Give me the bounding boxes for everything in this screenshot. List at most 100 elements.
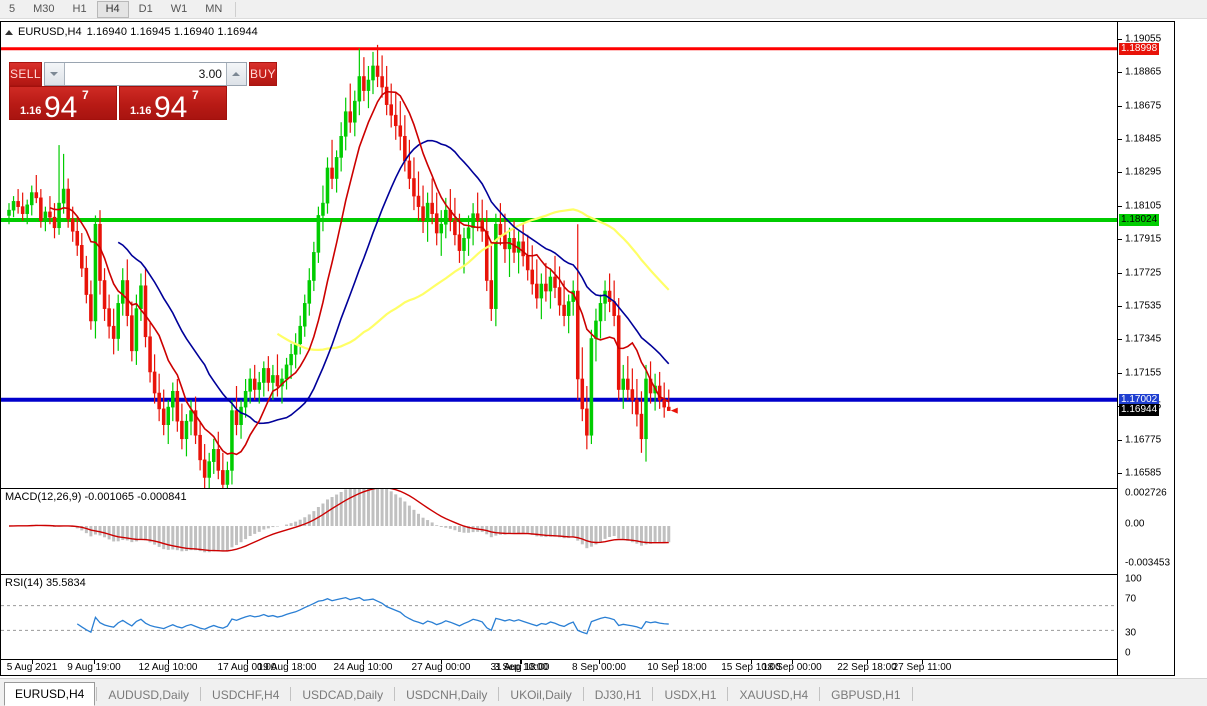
- buy-button[interactable]: BUY: [248, 62, 277, 86]
- buy-price-tile[interactable]: 1.16 94 7: [119, 86, 227, 120]
- rsi-axis-label: 0: [1125, 647, 1131, 659]
- timeframe-button-5[interactable]: 5: [9, 2, 16, 15]
- buy-price-prefix: 1.16: [130, 105, 152, 117]
- sell-price-fraction: 7: [82, 88, 89, 102]
- rsi-canvas: [1, 596, 1118, 635]
- sell-button[interactable]: SELL: [9, 62, 42, 86]
- time-axis-label: 5 Aug 2021: [6, 662, 58, 673]
- time-tick: [867, 660, 868, 664]
- timeframe-button-w1[interactable]: W1: [170, 2, 188, 15]
- price-badge-last-price: 1.16944: [1119, 403, 1160, 416]
- buy-price-big: 94: [154, 91, 188, 120]
- volume-stepper[interactable]: [43, 62, 247, 86]
- volume-input[interactable]: [64, 63, 226, 85]
- tab-divider: [727, 687, 729, 701]
- chart-tab-gbpusd-h1[interactable]: GBPUSD,H1: [831, 688, 901, 702]
- sell-price-tile[interactable]: 1.16 94 7: [9, 86, 117, 120]
- price-tick: [1118, 38, 1122, 40]
- price-pane[interactable]: [1, 22, 1174, 488]
- candlestick-canvas: [1, 44, 1118, 488]
- time-axis-label: 31 Aug 18:00: [490, 662, 550, 673]
- collapse-triangle-icon[interactable]: [5, 29, 13, 35]
- time-axis-label: 9 Aug 19:00: [67, 662, 121, 673]
- price-tick: [1118, 473, 1122, 475]
- rsi-axis-label: 30: [1125, 627, 1137, 639]
- toolbar-divider: [235, 1, 237, 17]
- time-axis-label: 10 Sep 18:00: [647, 662, 707, 673]
- sell-price-big: 94: [44, 91, 78, 120]
- time-tick: [441, 660, 442, 664]
- time-tick: [32, 660, 33, 664]
- rsi-axis-label: 70: [1125, 593, 1137, 605]
- tab-divider: [200, 687, 202, 701]
- symbol-ohlc-header: EURUSD,H4 1.16940 1.16945 1.16940 1.1694…: [5, 25, 258, 39]
- chart-tab-dj30-h1[interactable]: DJ30,H1: [594, 688, 642, 702]
- timeframe-button-h4[interactable]: H4: [96, 0, 129, 18]
- tab-divider: [394, 687, 396, 701]
- time-axis-label: 8 Sep 00:00: [572, 662, 626, 673]
- time-axis-label: 24 Aug 10:00: [333, 662, 393, 673]
- price-axis-label: 1.18105: [1125, 200, 1162, 212]
- price-tick: [1118, 439, 1122, 441]
- timeframe-button-mn[interactable]: MN: [205, 2, 223, 15]
- volume-increase-button[interactable]: [225, 63, 246, 85]
- tab-divider: [498, 687, 500, 701]
- price-tick: [1118, 272, 1122, 274]
- price-scale-axis[interactable]: 1.19055 1.18865 1.18675 1.18485 1.18295 1.181…: [1117, 22, 1174, 675]
- time-axis-label: 12 Aug 10:00: [138, 662, 198, 673]
- chart-tab-usdchf-h4[interactable]: USDCHF,H4: [212, 688, 280, 702]
- time-tick: [751, 660, 752, 664]
- chevron-up-icon: [232, 72, 241, 76]
- tab-divider: [652, 687, 654, 701]
- rsi-pane[interactable]: RSI(14) 35.5834: [1, 574, 1174, 659]
- time-axis-label: 27 Aug 00:00: [411, 662, 471, 673]
- time-tick: [287, 660, 288, 664]
- time-tick: [247, 660, 248, 664]
- symbol-label: EURUSD,H4: [18, 26, 82, 38]
- price-axis-label: 1.16775: [1125, 434, 1162, 446]
- volume-decrease-button[interactable]: [44, 63, 65, 85]
- price-axis-label: 1.17915: [1125, 233, 1162, 245]
- price-tick: [1118, 305, 1122, 307]
- timeframe-button-d1[interactable]: D1: [138, 2, 153, 15]
- price-tick: [1118, 172, 1122, 174]
- time-axis-label: 22 Sep 18:00: [837, 662, 897, 673]
- chart-tab-xauusd-h4[interactable]: XAUUSD,H4: [739, 688, 809, 702]
- buy-price-fraction: 7: [192, 88, 199, 102]
- macd-pane[interactable]: MACD(12,26,9) -0.001065 -0.000841: [1, 488, 1174, 574]
- oct-price-row: 1.16 94 7 1.16 94 7: [9, 86, 227, 120]
- time-axis-label: 3 Sep 10:00: [494, 662, 548, 673]
- price-tick: [1118, 205, 1122, 207]
- chevron-down-icon: [50, 72, 59, 76]
- time-axis-label: 27 Sep 11:00: [892, 662, 952, 673]
- price-axis-label: 1.19055: [1125, 33, 1162, 45]
- timeframe-button-h1[interactable]: H1: [72, 2, 87, 15]
- price-axis-label: 1.18485: [1125, 133, 1162, 145]
- price-tick: [1118, 138, 1122, 140]
- one-click-trading-panel[interactable]: SELL BUY 1.16 94 7: [9, 62, 277, 120]
- time-tick: [520, 660, 521, 664]
- macd-label: MACD(12,26,9) -0.001065 -0.000841: [5, 491, 187, 503]
- time-axis-label: 19 Aug 18:00: [257, 662, 317, 673]
- chart-window[interactable]: EURUSD,H4 1.16940 1.16945 1.16940 1.1694…: [0, 21, 1175, 676]
- chart-tab-ukoil-daily[interactable]: UKOil,Daily: [510, 688, 572, 702]
- rsi-label: RSI(14) 35.5834: [5, 577, 86, 589]
- ohlc-values: 1.16940 1.16945 1.16940 1.16944: [86, 26, 258, 38]
- time-axis: 5 Aug 2021 9 Aug 19:00 12 Aug 10:00 17 Aug …: [1, 659, 1174, 675]
- chart-tab-eurusd-h4[interactable]: EURUSD,H4: [4, 682, 96, 706]
- tab-divider: [96, 687, 98, 701]
- chart-tab-usdcad-daily[interactable]: USDCAD,Daily: [302, 688, 384, 702]
- sell-price-prefix: 1.16: [20, 105, 42, 117]
- chart-tab-usdcnh-daily[interactable]: USDCNH,Daily: [406, 688, 488, 702]
- time-tick: [922, 660, 923, 664]
- chart-tab-audusd-daily[interactable]: AUDUSD,Daily: [108, 688, 190, 702]
- price-axis-label: 1.18675: [1125, 100, 1162, 112]
- price-badge-resistance: 1.18998: [1119, 42, 1160, 55]
- time-tick: [94, 660, 95, 664]
- price-tick: [1118, 372, 1122, 374]
- tab-divider: [290, 687, 292, 701]
- timeframe-button-m30[interactable]: M30: [33, 2, 55, 15]
- chart-tab-usdx-h1[interactable]: USDX,H1: [664, 688, 717, 702]
- price-badge-support: 1.18024: [1119, 214, 1160, 226]
